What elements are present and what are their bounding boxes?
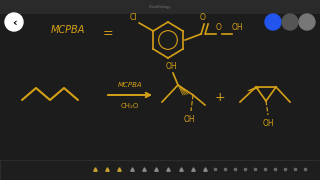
Text: =: = — [103, 27, 113, 40]
Text: OH: OH — [165, 62, 177, 71]
Text: O: O — [199, 13, 205, 22]
Text: ClearBiology: ClearBiology — [149, 5, 171, 9]
Text: Cl: Cl — [130, 13, 137, 22]
Text: ‹: ‹ — [12, 17, 16, 28]
Text: OH: OH — [262, 119, 274, 128]
Circle shape — [299, 14, 315, 30]
Circle shape — [282, 14, 298, 30]
Circle shape — [265, 14, 281, 30]
Text: OH: OH — [183, 115, 195, 124]
Text: MCPBA: MCPBA — [118, 82, 142, 88]
Text: MCPBA: MCPBA — [51, 25, 85, 35]
Bar — [0, 160, 320, 180]
Text: +: + — [215, 91, 225, 104]
Circle shape — [5, 13, 23, 31]
Bar — [0, 0, 320, 14]
Text: CH₂O: CH₂O — [121, 103, 139, 109]
Text: O: O — [216, 23, 222, 32]
Text: OH: OH — [232, 23, 244, 32]
